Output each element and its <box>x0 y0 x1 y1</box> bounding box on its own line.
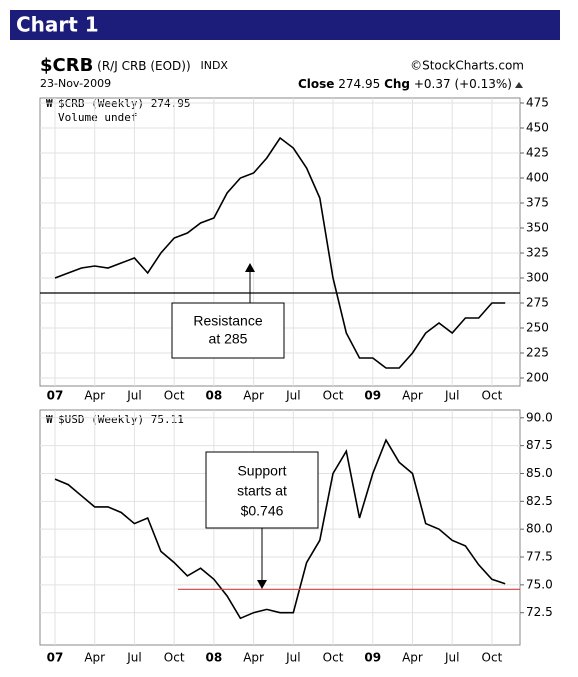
x-tick-label: 07 <box>47 389 64 403</box>
y-tick-label: 72.5 <box>526 605 553 619</box>
y-tick-label: 200 <box>526 371 549 385</box>
x-tick-label: Oct <box>164 389 185 403</box>
y-tick-label: 325 <box>526 246 549 260</box>
symbol: $CRB <box>40 55 93 76</box>
y-tick-label: 450 <box>526 121 549 135</box>
annotation: starts at <box>237 483 287 499</box>
annotation: Support <box>237 463 286 479</box>
x-tick-label: Jul <box>285 389 300 403</box>
y-tick-label: 85.0 <box>526 466 553 480</box>
arrow-head <box>257 580 267 589</box>
y-tick-label: 250 <box>526 321 549 335</box>
legend: $USD (Weekly) 75.11 <box>58 413 184 426</box>
close: 274.95 <box>338 77 380 91</box>
y-tick-label: 75.0 <box>526 577 553 591</box>
quote-line: Close 274.95 Chg +0.37 (+0.13%) <box>298 77 512 91</box>
y-tick-label: 475 <box>526 96 549 110</box>
y-tick-label: 225 <box>526 346 549 360</box>
volume-note: Volume undef <box>58 111 137 124</box>
x-tick-label: Apr <box>84 389 105 403</box>
x-tick-label: Apr <box>243 389 264 403</box>
source: ©StockCharts.com <box>410 59 524 73</box>
arrow-head <box>245 263 255 272</box>
x-tick-label: 08 <box>206 389 223 403</box>
change-label: Chg <box>384 77 410 91</box>
symbol-line: $CRB (R/J CRB (EOD)) INDX <box>40 55 228 76</box>
annotation-box <box>205 451 319 529</box>
x-tick-label: Apr <box>402 651 423 665</box>
header-bar <box>10 10 560 40</box>
y-tick-label: 275 <box>526 296 549 310</box>
legend-icon: ₩ <box>46 413 53 426</box>
y-tick-label: 90.0 <box>526 410 553 424</box>
x-tick-label: Jul <box>285 651 300 665</box>
y-tick-label: 82.5 <box>526 494 553 508</box>
x-tick-label: 07 <box>47 651 64 665</box>
annotations <box>171 263 319 589</box>
x-tick-label: Apr <box>402 389 423 403</box>
up-icon <box>515 82 523 88</box>
x-tick-label: Apr <box>84 651 105 665</box>
header-title: Chart 1 <box>16 13 99 37</box>
close-label: Close <box>298 77 334 91</box>
annotation-box <box>171 302 285 359</box>
price-line <box>54 438 506 620</box>
x-tick-label: 09 <box>364 389 381 403</box>
price-line <box>54 136 506 369</box>
annotation: at 285 <box>209 331 248 347</box>
x-tick-label: 09 <box>364 651 381 665</box>
y-tick-label: 300 <box>526 271 549 285</box>
x-tick-label: Oct <box>323 651 344 665</box>
change: +0.37 (+0.13%) <box>414 77 512 91</box>
y-tick-label: 77.5 <box>526 550 553 564</box>
x-tick-label: Oct <box>482 651 503 665</box>
x-tick-label: Oct <box>482 389 503 403</box>
date: 23-Nov-2009 <box>40 77 111 90</box>
x-tick-label: Jul <box>126 389 141 403</box>
y-tick-label: 80.0 <box>526 522 553 536</box>
x-tick-label: Oct <box>164 651 185 665</box>
y-tick-label: 375 <box>526 196 549 210</box>
annotation: Resistance <box>193 313 262 329</box>
x-tick-label: Jul <box>444 389 459 403</box>
x-tick-label: Jul <box>444 651 459 665</box>
panel: 72.5 75.0 77.5 80.0 82.5 85.0 87.5 90.0 07 Apr Jul… <box>40 410 553 665</box>
y-tick-label: 425 <box>526 146 549 160</box>
x-tick-label: Jul <box>126 651 141 665</box>
x-tick-label: Oct <box>323 389 344 403</box>
y-tick-label: 400 <box>526 171 549 185</box>
exchange: INDX <box>200 59 228 72</box>
description: (R/J CRB (EOD)) <box>97 59 191 73</box>
y-tick-label: 350 <box>526 221 549 235</box>
x-tick-label: 08 <box>206 651 223 665</box>
panel: 200 225 250 275 300 325 350 375 400 425 450 475 07 Ap… <box>40 96 549 403</box>
frame <box>39 97 521 387</box>
x-tick-label: Apr <box>243 651 264 665</box>
annotation: $0.746 <box>241 503 284 519</box>
y-tick-label: 87.5 <box>526 438 553 452</box>
frame <box>39 409 521 646</box>
